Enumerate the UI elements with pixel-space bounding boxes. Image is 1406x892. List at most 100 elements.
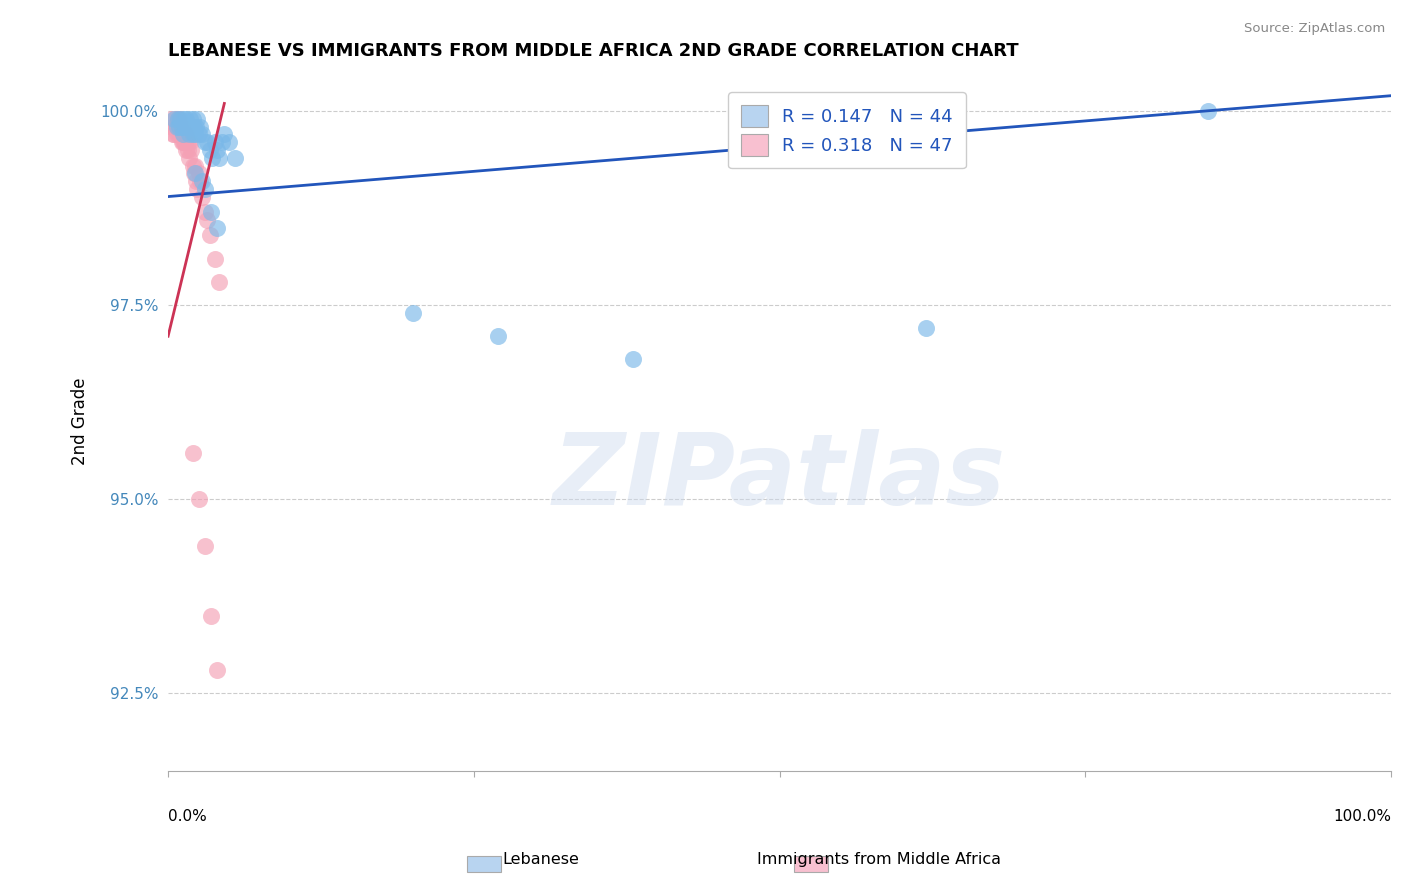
Point (181, 128, 204, 142)
Point (184, 159, 207, 173)
Point (194, 205, 217, 219)
Point (201, 151, 224, 165)
Point (188, 120, 211, 134)
Point (187, 128, 209, 142)
Point (1197, 104, 1219, 119)
Point (169, 120, 191, 134)
Point (184, 128, 207, 142)
Point (194, 539, 217, 553)
Point (160, 120, 183, 134)
Point (176, 143, 198, 157)
Point (180, 143, 202, 157)
Point (204, 252, 226, 266)
Point (159, 112, 181, 126)
Point (163, 120, 186, 134)
Text: Immigrants from Middle Africa: Immigrants from Middle Africa (756, 852, 1001, 867)
Point (200, 608, 222, 623)
Point (195, 212, 218, 227)
Point (187, 492, 209, 507)
Point (208, 275, 231, 289)
Point (166, 112, 188, 126)
Point (174, 120, 197, 134)
Point (179, 112, 201, 126)
Point (191, 189, 214, 203)
Text: 100.0%: 100.0% (1333, 809, 1391, 824)
Point (184, 166, 207, 180)
Point (211, 135, 233, 149)
Text: Lebanese: Lebanese (503, 852, 579, 867)
Point (183, 120, 205, 134)
Point (218, 135, 240, 149)
Point (205, 663, 228, 677)
Point (401, 306, 423, 320)
Point (176, 112, 198, 126)
Text: LEBANESE VS IMMIGRANTS FROM MIDDLE AFRICA 2ND GRADE CORRELATION CHART: LEBANESE VS IMMIGRANTS FROM MIDDLE AFRIC… (169, 42, 1019, 60)
Point (181, 445, 204, 459)
Y-axis label: 2nd Grade: 2nd Grade (72, 378, 89, 466)
Point (194, 182, 217, 196)
Point (186, 174, 208, 188)
Point (176, 120, 198, 134)
Point (167, 120, 190, 134)
Point (173, 112, 195, 126)
Text: 0.0%: 0.0% (169, 809, 207, 824)
Point (191, 128, 214, 142)
Point (205, 220, 228, 235)
Text: Source: ZipAtlas.com: Source: ZipAtlas.com (1244, 22, 1385, 36)
Point (191, 174, 214, 188)
Point (170, 135, 193, 149)
Point (186, 120, 208, 134)
Point (621, 352, 644, 367)
Point (172, 128, 194, 142)
Point (186, 112, 208, 126)
Legend: R = 0.147   N = 44, R = 0.318   N = 47: R = 0.147 N = 44, R = 0.318 N = 47 (728, 92, 966, 169)
Point (173, 128, 195, 142)
Point (170, 120, 193, 134)
Point (176, 135, 198, 149)
Point (176, 128, 198, 142)
Point (177, 128, 200, 142)
Point (167, 128, 190, 142)
Point (200, 205, 222, 219)
Point (198, 228, 221, 243)
Point (169, 112, 191, 126)
Point (187, 166, 209, 180)
Point (163, 112, 186, 126)
Point (166, 112, 188, 126)
Point (176, 143, 198, 157)
Point (165, 112, 187, 126)
Point (174, 135, 197, 149)
Point (163, 128, 186, 142)
Point (166, 120, 188, 134)
Point (205, 143, 228, 157)
Point (173, 135, 195, 149)
Point (183, 166, 205, 180)
Point (166, 120, 188, 134)
Point (188, 174, 211, 188)
Point (181, 112, 204, 126)
Point (162, 128, 184, 142)
Point (180, 120, 202, 134)
Point (204, 135, 226, 149)
Point (186, 182, 208, 196)
Point (172, 135, 194, 149)
Point (167, 112, 190, 126)
Point (486, 329, 509, 343)
Point (169, 128, 191, 142)
Point (166, 128, 188, 142)
Point (915, 321, 938, 335)
Text: ZIPatlas: ZIPatlas (553, 429, 1007, 526)
Point (166, 120, 188, 134)
Point (172, 128, 194, 142)
Point (174, 128, 197, 142)
Point (177, 151, 200, 165)
Point (194, 135, 217, 149)
Point (224, 151, 246, 165)
Point (198, 143, 221, 157)
Point (181, 159, 204, 173)
Point (170, 120, 193, 134)
Point (179, 135, 201, 149)
Point (195, 135, 218, 149)
Point (208, 151, 231, 165)
Point (214, 128, 236, 142)
